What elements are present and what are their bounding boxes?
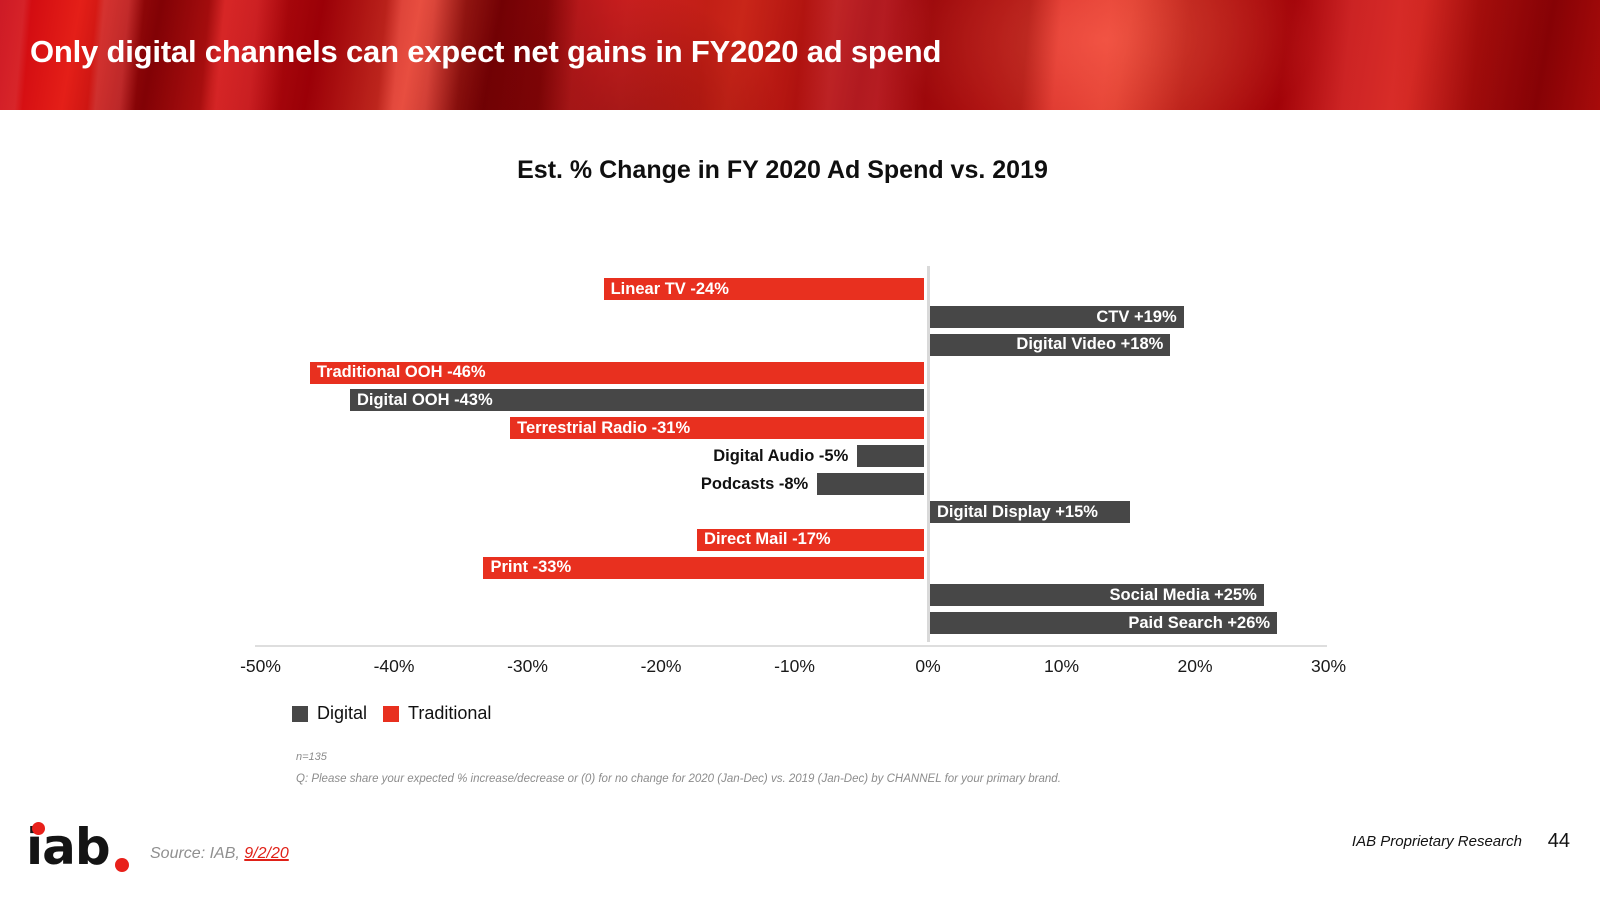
x-axis-tick-label: 0% — [915, 656, 941, 676]
source-prefix: Source: IAB, — [150, 845, 240, 862]
x-axis-line — [255, 645, 1327, 647]
iab-logo-dot-icon — [32, 822, 45, 835]
chart-bar-label: Linear TV -24% — [610, 279, 729, 298]
footnote-question: Q: Please share your expected % increase… — [296, 773, 1061, 785]
chart-bar[interactable]: Terrestrial Radio -31% — [510, 417, 924, 440]
chart-bar-label: Print -33% — [490, 558, 572, 577]
chart-bar-label: Digital Video +18% — [1016, 335, 1164, 354]
footer-proprietary-note: IAB Proprietary Research — [1351, 833, 1522, 850]
chart-bar-row: Digital OOH -43% — [0, 389, 1600, 412]
legend-item[interactable]: Digital — [292, 703, 367, 724]
chart-bar-label: Direct Mail -17% — [704, 530, 831, 549]
chart-bar[interactable]: Traditional OOH -46% — [309, 361, 924, 384]
chart-bar-label: Digital OOH -43% — [356, 391, 493, 410]
chart-bar-row: Paid Search +26% — [0, 612, 1600, 635]
header-banner: Only digital channels can expect net gai… — [0, 0, 1600, 110]
chart-bar[interactable]: Digital Video +18% — [930, 333, 1171, 356]
x-axis-tick-label: -20% — [640, 656, 682, 676]
legend-swatch-icon — [383, 705, 400, 722]
chart-bar-row: Terrestrial Radio -31% — [0, 417, 1600, 440]
chart-legend: Digital Traditional — [292, 703, 491, 724]
chart-title: Est. % Change in FY 2020 Ad Spend vs. 20… — [517, 156, 1048, 184]
x-axis-tick-label: -50% — [240, 656, 281, 676]
chart-bar[interactable]: Linear TV -24% — [603, 278, 924, 300]
x-axis-tick-label: -30% — [507, 656, 548, 676]
chart-bar-label: Digital Display +15% — [937, 502, 1098, 521]
source-date-link[interactable]: 9/2/20 — [244, 845, 289, 862]
page-number: 44 — [1547, 830, 1570, 852]
chart-bar[interactable]: Digital Display +15% — [930, 500, 1131, 523]
chart-bar-label: Social Media +25% — [1109, 586, 1257, 605]
legend-label: Traditional — [408, 703, 492, 723]
chart-bar[interactable]: CTV +19% — [930, 305, 1184, 328]
chart-bar-row: Digital Audio -5% — [0, 445, 1600, 468]
slide-title: Only digital channels can expect net gai… — [30, 34, 942, 69]
chart-bar-row: Social Media +25% — [0, 584, 1600, 607]
chart-bar[interactable]: Social Media +25% — [930, 584, 1264, 607]
legend-swatch-icon — [292, 705, 308, 722]
chart-bar-label: Podcasts -8% — [700, 474, 809, 493]
chart-bar[interactable]: Digital Audio -5% — [713, 445, 924, 468]
chart-bar-label: Terrestrial Radio -31% — [517, 419, 691, 437]
footnote-sample-size: n=135 — [296, 751, 327, 763]
chart-bar-row: Linear TV -24% — [0, 278, 1600, 300]
chart-bar-row: Traditional OOH -46% — [0, 361, 1600, 384]
chart-bar-label: Traditional OOH -46% — [316, 363, 486, 382]
chart-bar[interactable]: Podcasts -8% — [701, 472, 924, 495]
x-axis-tick-label: 20% — [1177, 656, 1213, 676]
chart-bar-row: Direct Mail -17% — [0, 528, 1600, 551]
x-axis-tick-label: -10% — [774, 656, 815, 676]
chart-bar-row: Digital Video +18% — [0, 333, 1600, 356]
chart-bar-label: Digital Audio -5% — [713, 446, 849, 465]
legend-label: Digital — [317, 703, 368, 723]
x-axis-tick-label: 10% — [1043, 656, 1080, 676]
x-axis-tick-label: 30% — [1310, 656, 1347, 676]
chart-plot-area: Linear TV -24% CTV +19% Digital Video +18%… — [0, 266, 1600, 644]
chart-bar-row: Digital Display +15% — [0, 500, 1600, 523]
chart-bar[interactable]: Digital OOH -43% — [349, 389, 924, 412]
chart-bar-row: Podcasts -8% — [0, 472, 1600, 495]
zero-axis-line — [927, 266, 930, 642]
source-line: Source: IAB, 9/2/20 — [150, 845, 289, 863]
chart-bar-label: CTV +19% — [1096, 307, 1177, 326]
chart-bar-label: Paid Search +26% — [1128, 613, 1271, 632]
x-axis-tick-label: -40% — [373, 656, 415, 676]
iab-logo: iab — [26, 818, 138, 876]
chart-bar-row: CTV +19% — [0, 305, 1600, 328]
chart-bar[interactable]: Paid Search +26% — [930, 612, 1278, 635]
legend-item[interactable]: Traditional — [383, 703, 491, 724]
chart-bar[interactable]: Print -33% — [483, 556, 924, 579]
chart-bar-row: Print -33% — [0, 556, 1600, 579]
chart-bar[interactable]: Direct Mail -17% — [697, 528, 924, 551]
iab-logo-period-icon — [115, 858, 129, 872]
